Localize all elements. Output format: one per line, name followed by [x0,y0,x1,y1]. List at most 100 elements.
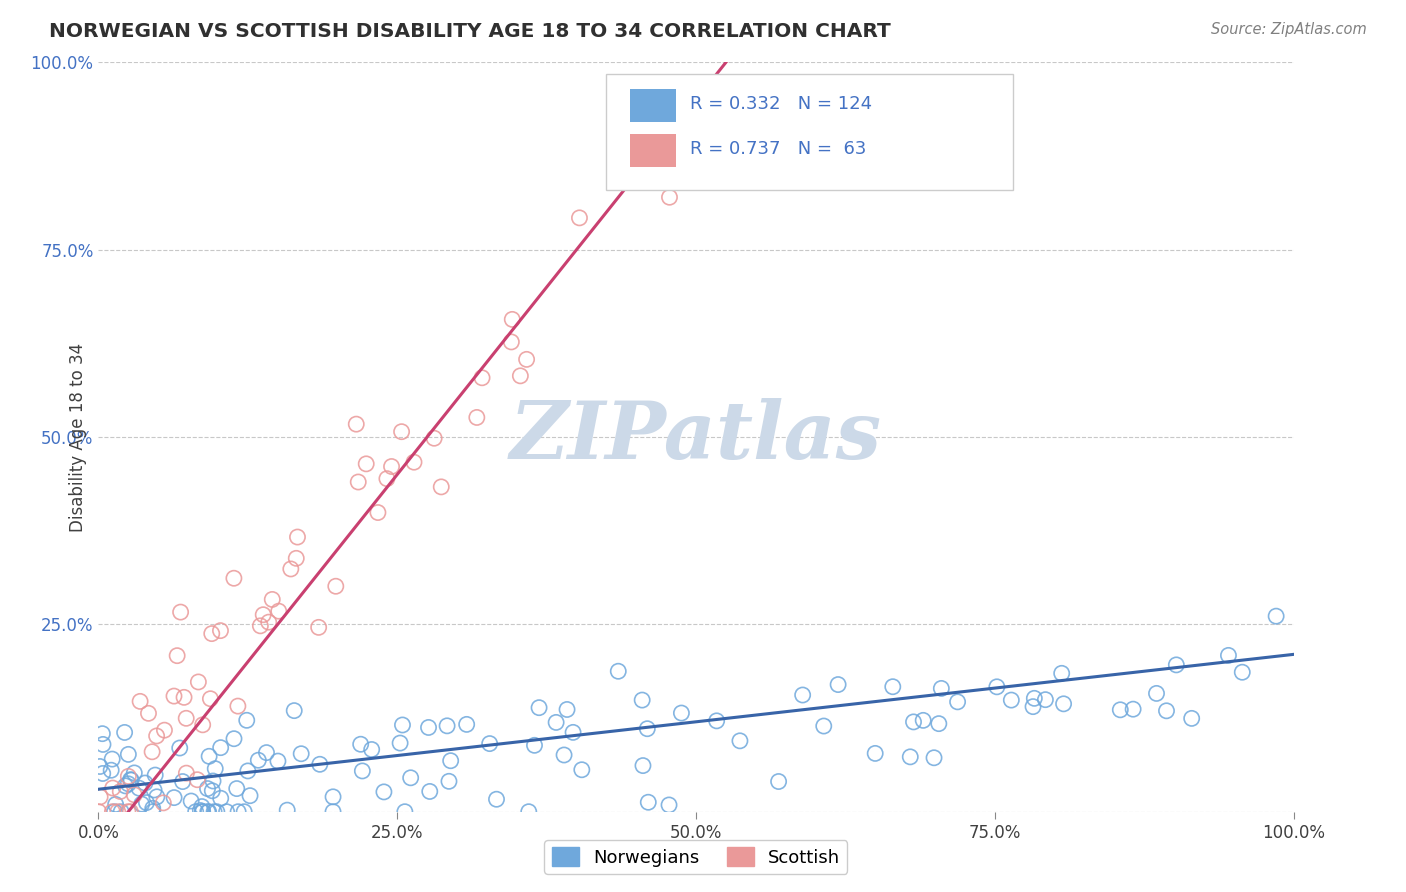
Point [89,759,111,773]
Text: Source: ZipAtlas.com: Source: ZipAtlas.com [1211,22,1367,37]
Point [135,796,157,810]
Point [143,783,166,797]
Point [637,795,659,809]
Point [202,774,225,789]
Point [236,764,259,778]
Point [222,731,245,746]
Point [180,794,202,808]
Point [110,805,132,819]
Point [191,805,214,819]
Point [91,766,114,780]
Point [239,789,262,803]
Point [912,714,935,728]
Point [91,726,114,740]
Point [103,805,125,819]
Legend: Norwegians, Scottish: Norwegians, Scottish [544,840,848,874]
Point [391,425,413,439]
Point [187,675,209,690]
Point [117,747,139,762]
Point [1050,666,1073,681]
Y-axis label: Disability Age 18 to 34: Disability Age 18 to 34 [69,343,87,532]
Point [173,690,195,705]
Point [501,312,523,326]
Point [946,695,969,709]
Point [209,624,232,638]
Point [257,615,280,629]
Point [1146,686,1168,700]
Bar [630,134,676,168]
Point [190,804,212,818]
Point [198,749,221,764]
Point [394,805,416,819]
Point [191,805,214,819]
Point [267,604,290,618]
Point [247,753,270,767]
Point [267,754,290,768]
Point [1181,711,1204,725]
Point [636,722,658,736]
Point [898,749,921,764]
Point [197,781,219,796]
Point [146,789,169,804]
Point [517,805,540,819]
Point [555,702,578,716]
Point [423,431,446,445]
Point [768,774,790,789]
Point [110,784,132,798]
Point [1000,693,1022,707]
Point [107,805,129,819]
Point [1265,609,1288,624]
Point [903,714,925,729]
Point [367,506,389,520]
Point [624,160,647,174]
Point [287,530,309,544]
Point [143,768,166,782]
Point [813,719,835,733]
Point [215,805,238,819]
Point [553,747,575,762]
Point [276,803,298,817]
Point [471,371,494,385]
Point [285,551,308,566]
Point [101,805,124,819]
Point [402,455,425,469]
Point [202,805,225,819]
Point [283,704,305,718]
Point [117,777,139,791]
Point [631,693,654,707]
Point [172,774,194,789]
Point [122,788,145,802]
Point [344,417,367,431]
Point [827,677,849,691]
Point [120,772,142,787]
Point [145,729,167,743]
Point [256,746,278,760]
Point [375,472,398,486]
Point [138,706,160,721]
Point [322,789,344,804]
Point [399,771,422,785]
Point [153,723,176,738]
Point [792,688,814,702]
Point [104,797,127,812]
Point [607,665,630,679]
Point [209,740,232,755]
Point [100,763,122,777]
Point [728,734,751,748]
Point [931,681,953,696]
Point [352,764,374,778]
Point [308,757,330,772]
Point [1218,648,1240,663]
Point [280,562,302,576]
Point [1052,697,1074,711]
Point [201,784,224,798]
Point [571,763,593,777]
Point [163,790,186,805]
Point [114,725,136,739]
Point [658,190,681,204]
Point [142,801,165,815]
Point [205,805,228,819]
Point [169,741,191,756]
Point [350,737,373,751]
Point [1122,702,1144,716]
